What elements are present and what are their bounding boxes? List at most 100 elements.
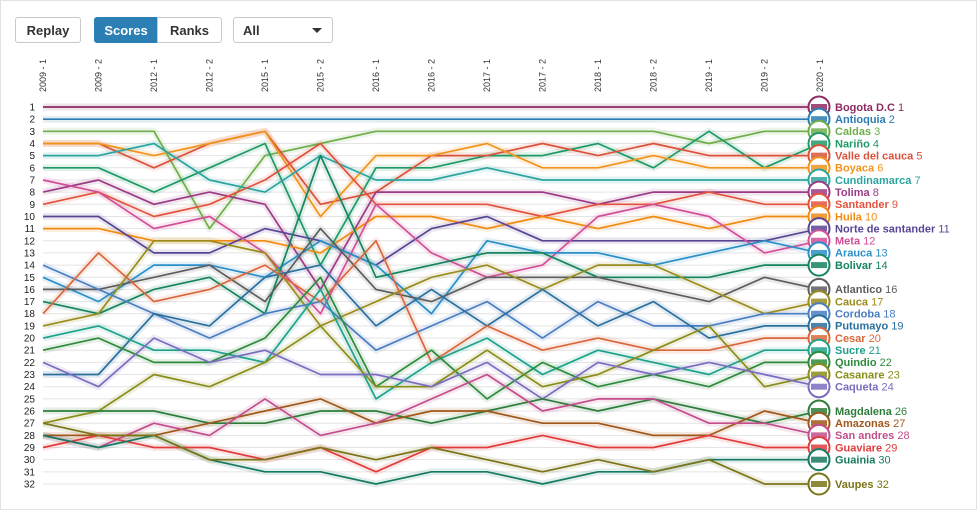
series-line [42,337,821,400]
y-tick-label: 21 [24,346,36,357]
series-line [43,215,821,266]
flag-stripe [811,420,827,427]
filter-select[interactable]: All [233,17,333,43]
flag-stripe [811,237,827,244]
series-line [43,130,821,266]
y-tick-label: 23 [24,370,36,381]
x-tick-label: 2018 - 1 [593,59,603,92]
series-end-label: Guaviare 29 [835,442,897,454]
y-tick-label: 6 [29,163,35,174]
y-tick-label: 9 [29,200,35,211]
series-end-value: 18 [883,309,895,321]
x-tick-label: 2015 - 2 [316,59,326,92]
series-end-value: 16 [885,284,897,296]
series-end-value: 11 [938,223,949,235]
series-end-value: 4 [873,138,879,150]
series-end-label: Tolima 8 [835,187,879,199]
x-tick-label: 2012 - 2 [205,59,215,92]
y-axis-labels: 1234567891011121314151617181920212223242… [24,103,36,491]
series-end-label: Norte de santander 11 [835,223,950,235]
series-end-label: Caqueta 24 [835,382,894,394]
series-lines [40,103,822,488]
series-end-value: 7 [914,175,920,187]
series-end-value: 3 [874,126,880,138]
flag-stripe [811,347,827,354]
flag-stripe [811,176,827,183]
series-end-value: 1 [898,102,904,114]
x-tick-label: 2015 - 1 [260,59,270,92]
flag-stripe [811,189,827,196]
series-end-label: Antioquia 2 [835,114,895,126]
series-end-label: San andres 28 [835,430,910,442]
series-line [43,227,821,303]
y-tick-label: 10 [24,212,36,223]
y-tick-label: 28 [24,431,36,442]
y-tick-label: 19 [24,321,36,332]
y-tick-label: 27 [24,419,36,430]
y-tick-label: 31 [24,467,36,478]
series-end-label: Cordoba 18 [835,309,896,321]
flag-stripe [811,164,827,171]
flag-stripe [811,383,827,390]
series-end-label: Boyaca 6 [835,163,883,175]
y-tick-label: 14 [24,261,36,272]
series-end-value: 12 [863,236,875,248]
y-tick-label: 11 [25,224,36,235]
series-end-label: Bogota D.C 1 [835,102,904,114]
flag-stripe [811,298,827,305]
ranks-tab[interactable]: Ranks [157,17,222,43]
series-line [42,288,820,400]
y-tick-label: 20 [24,334,36,345]
series-end-label: Nariño 4 [835,138,879,150]
y-tick-label: 22 [24,358,36,369]
series-end-marker [807,472,831,496]
flag-stripe [811,225,827,232]
series-line [42,373,821,449]
series-end-label: Guainia 30 [835,454,891,466]
flag-stripe [811,408,827,415]
flag-stripe [811,322,827,329]
y-tick-label: 13 [24,248,36,259]
x-tick-label: 2018 - 2 [649,59,659,92]
flag-stripe [811,310,827,317]
flag-stripe [811,335,827,342]
x-tick-label: 2020 - 1 [815,59,825,92]
series-end-value: 2 [889,114,895,126]
series-end-label: Valle del cauca 5 [835,150,922,162]
series-line [42,154,820,315]
flag-stripe [811,201,827,208]
filter-select-value: All [243,22,260,38]
series-line [42,239,821,315]
series-end-value: 14 [875,260,887,272]
y-tick-label: 7 [29,175,35,186]
replay-button[interactable]: Replay [15,17,81,43]
scores-tab[interactable]: Scores [94,17,158,43]
y-tick-label: 12 [24,236,36,247]
flag-stripe [811,456,827,463]
series-line [43,130,820,218]
flag-stripe [811,359,827,366]
series-end-value: 30 [878,454,890,466]
series-end-value: 22 [880,357,892,369]
y-tick-label: 30 [24,455,36,466]
y-tick-label: 3 [29,127,35,138]
series-end-value: 23 [888,369,900,381]
series-end-label: Santander 9 [835,199,898,211]
series-end-value: 21 [869,345,881,357]
series-end-marker [807,253,831,277]
x-tick-label: 2017 - 2 [538,59,548,92]
series-end-label: Cauca 17 [835,296,883,308]
series-end-value: 5 [916,150,922,162]
series-end-value: 10 [865,211,877,223]
series-end-value: 13 [875,248,887,260]
series-line [42,422,820,485]
series-line [42,179,820,291]
series-end-label: Vaupes 32 [835,479,889,491]
series-end-value: 26 [895,406,907,418]
flag-stripe [811,481,827,487]
x-tick-label: 2016 - 1 [371,59,381,92]
series-end-value: 20 [869,333,881,345]
flag-stripe [811,286,827,293]
series-line [43,142,820,193]
